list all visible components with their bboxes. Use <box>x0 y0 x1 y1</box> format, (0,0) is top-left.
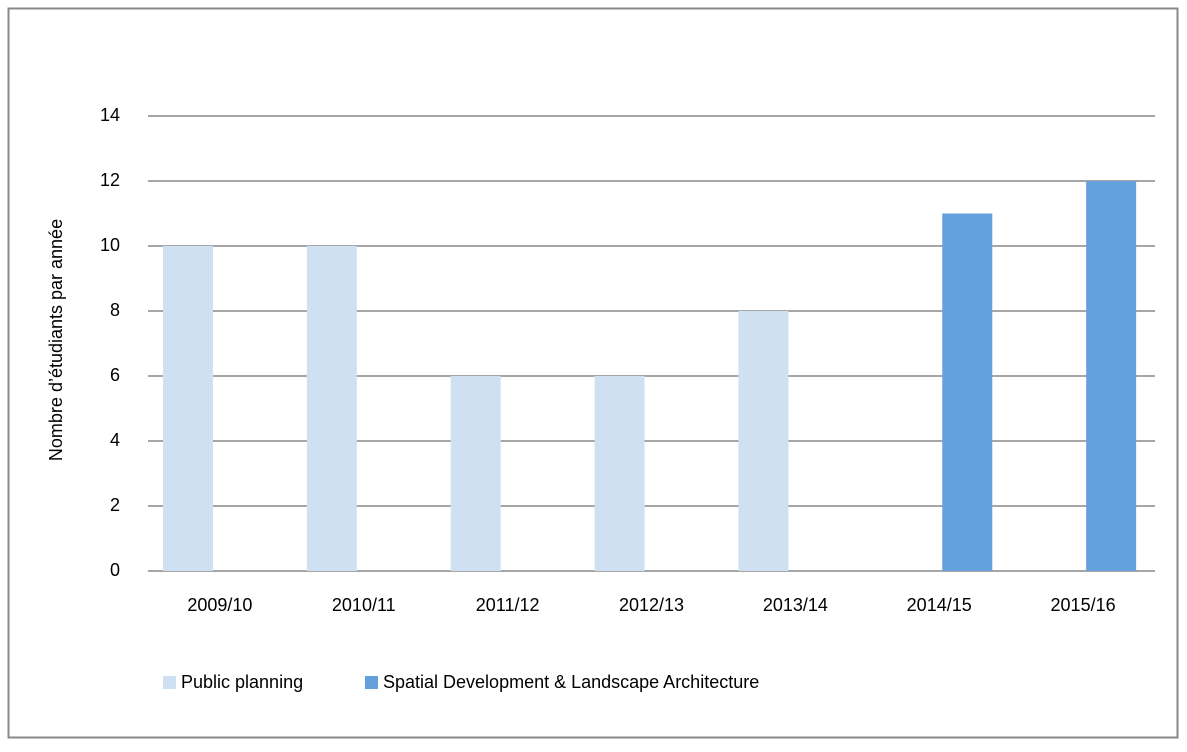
x-tick-label: 2015/16 <box>1051 595 1116 615</box>
x-tick-label: 2014/15 <box>907 595 972 615</box>
y-tick-label: 0 <box>110 560 120 580</box>
legend-swatch <box>163 676 176 689</box>
x-tick-label: 2009/10 <box>187 595 252 615</box>
y-tick-label: 10 <box>100 235 120 255</box>
bar <box>594 376 645 571</box>
bar <box>738 311 789 571</box>
y-axis-label: Nombre d’étudiants par année <box>46 219 66 461</box>
y-tick-label: 4 <box>110 430 120 450</box>
legend-swatch <box>365 676 378 689</box>
bar <box>306 246 357 571</box>
y-tick-label: 2 <box>110 495 120 515</box>
y-tick-label: 12 <box>100 170 120 190</box>
bar <box>942 213 993 571</box>
x-tick-label: 2011/12 <box>476 595 540 615</box>
x-tick-label: 2013/14 <box>763 595 828 615</box>
x-tick-label: 2012/13 <box>619 595 684 615</box>
legend-label: Public planning <box>181 672 303 692</box>
y-tick-label: 8 <box>110 300 120 320</box>
y-tick-label: 14 <box>100 105 120 125</box>
x-tick-label: 2010/11 <box>332 595 396 615</box>
legend-label: Spatial Development & Landscape Architec… <box>383 672 759 692</box>
bar <box>163 246 213 571</box>
bar <box>1086 181 1137 571</box>
bar <box>450 376 501 571</box>
y-tick-label: 6 <box>110 365 120 385</box>
